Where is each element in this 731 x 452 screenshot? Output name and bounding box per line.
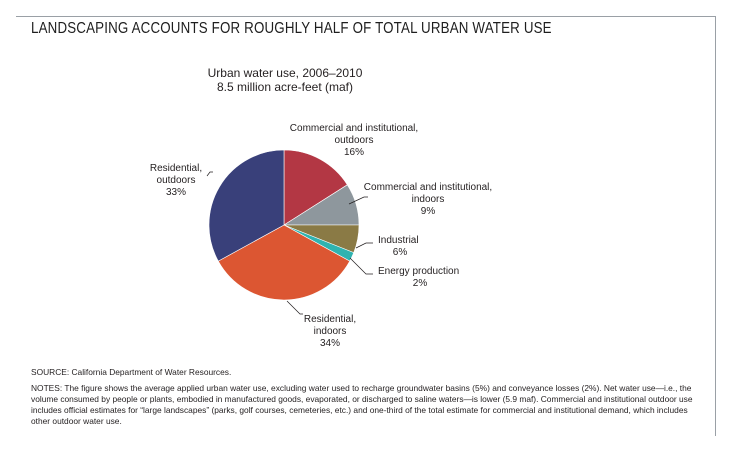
- slice-value: 6%: [393, 247, 408, 258]
- slice-value: 33%: [166, 187, 186, 198]
- label-residential-outdoors: Residential, outdoors 33%: [150, 163, 202, 198]
- label-energy-production: Energy production 2%: [378, 266, 459, 289]
- slice-name: Energy production: [378, 266, 459, 277]
- slice-name: Industrial: [378, 235, 419, 246]
- source-note: SOURCE: California Department of Water R…: [31, 367, 232, 377]
- slice-value: 2%: [413, 278, 428, 289]
- slice-name: outdoors: [157, 175, 196, 186]
- leader-commercial-and-institutional-indoors: [348, 196, 368, 205]
- slice-name: Residential,: [304, 314, 356, 325]
- notes-text: NOTES: The figure shows the average appl…: [31, 383, 693, 426]
- slice-value: 16%: [344, 147, 364, 158]
- slice-commercial-and-institutional-outdoors: [283, 149, 348, 226]
- slice-value: 34%: [320, 338, 340, 349]
- slice-name: Commercial and institutional,: [364, 182, 492, 193]
- slice-name: indoors: [412, 194, 445, 205]
- slice-value: 9%: [421, 206, 436, 217]
- leader-residential-indoors: [286, 300, 303, 315]
- leader-energy-production: [349, 257, 373, 275]
- slice-residential-outdoors: [208, 149, 285, 262]
- chart-subtitle: 8.5 million acre-feet (maf): [216, 80, 354, 94]
- slice-labels: Commercial and institutional, outdoors 16%…: [150, 123, 492, 349]
- slice-residential-indoors: [217, 224, 351, 301]
- label-industrial: Industrial 6%: [378, 235, 419, 258]
- pie-slices: [208, 149, 360, 301]
- label-commercial-and-institutional-indoors: Commercial and institutional, indoors 9%: [364, 182, 492, 217]
- slice-name: Residential,: [150, 163, 202, 174]
- figure-title: LANDSCAPING ACCOUNTS FOR ROUGHLY HALF OF…: [31, 20, 552, 37]
- slice-name: indoors: [314, 326, 347, 337]
- leader-residential-outdoors: [206, 171, 213, 177]
- label-residential-indoors: Residential, indoors 34%: [304, 314, 356, 349]
- slice-name: Commercial and institutional,: [290, 123, 418, 134]
- slice-name: outdoors: [335, 135, 374, 146]
- figure-frame: [16, 16, 716, 436]
- chart-title: Urban water use, 2006–2010: [207, 66, 363, 80]
- label-commercial-and-institutional-outdoors: Commercial and institutional, outdoors 16%: [290, 123, 418, 158]
- leader-industrial: [355, 242, 373, 249]
- leader-lines: [206, 171, 373, 315]
